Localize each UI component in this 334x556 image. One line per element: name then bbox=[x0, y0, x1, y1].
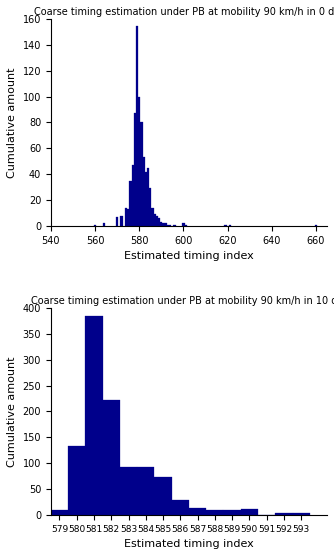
Bar bbox=[160, 222, 162, 226]
Bar bbox=[134, 113, 136, 226]
Bar bbox=[103, 400, 120, 515]
Bar bbox=[145, 172, 147, 226]
Bar bbox=[132, 165, 134, 226]
Bar bbox=[86, 316, 103, 515]
Bar bbox=[143, 157, 145, 226]
Bar bbox=[315, 225, 317, 226]
Bar bbox=[293, 513, 310, 515]
Title: Coarse timing estimation under PB at mobility 90 km/h in 0 dB.: Coarse timing estimation under PB at mob… bbox=[34, 7, 334, 17]
Bar bbox=[149, 188, 151, 226]
Bar bbox=[167, 225, 169, 226]
Bar bbox=[172, 500, 189, 515]
Bar bbox=[68, 446, 86, 515]
Bar bbox=[51, 510, 68, 515]
Bar bbox=[206, 510, 223, 515]
Bar bbox=[136, 26, 138, 226]
Bar bbox=[184, 225, 187, 226]
Bar bbox=[129, 181, 132, 226]
Bar bbox=[169, 225, 171, 226]
Bar bbox=[116, 217, 118, 226]
Bar bbox=[189, 508, 206, 515]
Bar bbox=[138, 97, 140, 226]
Title: Coarse timing estimation under PB at mobility 90 km/h in 10 dB.: Coarse timing estimation under PB at mob… bbox=[31, 296, 334, 306]
Bar bbox=[120, 466, 137, 515]
Bar bbox=[162, 224, 165, 226]
Bar bbox=[156, 216, 158, 226]
Bar bbox=[158, 218, 160, 226]
Bar bbox=[224, 225, 226, 226]
Bar bbox=[173, 225, 176, 226]
X-axis label: Estimated timing index: Estimated timing index bbox=[124, 251, 254, 261]
Bar bbox=[125, 208, 127, 226]
Bar bbox=[182, 224, 184, 226]
Bar bbox=[223, 510, 241, 515]
Bar bbox=[147, 168, 149, 226]
Bar bbox=[165, 224, 167, 226]
Bar bbox=[121, 216, 123, 226]
Bar bbox=[275, 513, 293, 515]
Bar bbox=[154, 214, 156, 226]
Y-axis label: Cumulative amount: Cumulative amount bbox=[7, 356, 17, 466]
Bar bbox=[241, 509, 258, 515]
Bar bbox=[140, 122, 143, 226]
Bar bbox=[229, 225, 231, 226]
Y-axis label: Cumulative amount: Cumulative amount bbox=[7, 67, 17, 178]
Bar bbox=[151, 208, 154, 226]
Bar bbox=[103, 224, 105, 226]
Bar bbox=[94, 225, 96, 226]
X-axis label: Estimated timing index: Estimated timing index bbox=[124, 539, 254, 549]
Bar bbox=[137, 466, 154, 515]
Bar bbox=[154, 477, 172, 515]
Bar bbox=[127, 209, 129, 226]
